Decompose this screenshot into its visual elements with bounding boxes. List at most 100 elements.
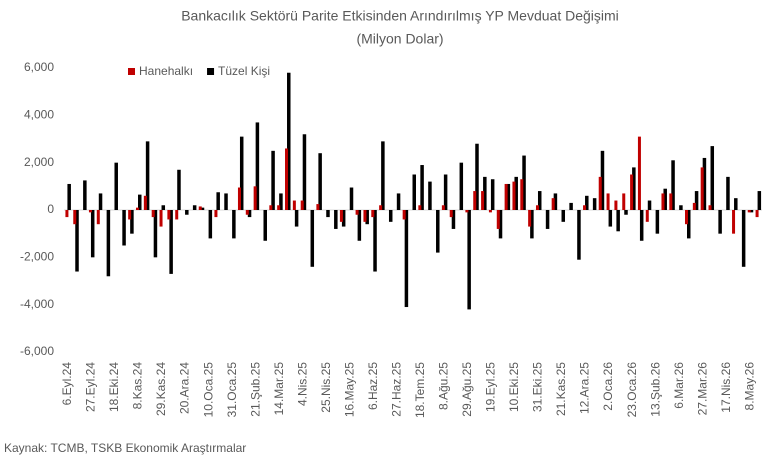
bar bbox=[710, 146, 715, 210]
bar bbox=[145, 141, 150, 210]
bar bbox=[467, 210, 471, 310]
bar bbox=[520, 179, 524, 210]
bar bbox=[253, 186, 257, 210]
bar bbox=[512, 181, 516, 210]
x-tick-label: 18.Eki.24 bbox=[107, 362, 121, 412]
bar bbox=[363, 210, 367, 222]
bar bbox=[537, 191, 542, 210]
bar bbox=[122, 210, 126, 246]
bar bbox=[592, 198, 597, 210]
bar bbox=[96, 210, 100, 225]
x-tick-label: 21.Kas.25 bbox=[554, 362, 568, 416]
x-tick-label: 31.Eki.25 bbox=[531, 362, 545, 412]
bar bbox=[379, 205, 383, 210]
bar bbox=[726, 176, 730, 210]
bar bbox=[647, 200, 652, 210]
x-tick-label: 29.Ağu.25 bbox=[460, 362, 474, 417]
bar bbox=[451, 210, 456, 229]
bar bbox=[473, 191, 477, 210]
y-tick-label: 6,000 bbox=[24, 60, 54, 74]
bar bbox=[488, 210, 492, 213]
bar bbox=[404, 210, 409, 308]
bar bbox=[83, 180, 87, 210]
x-tick-label: 12.Ara.25 bbox=[578, 362, 592, 414]
x-tick-label: 18.Tem.25 bbox=[413, 362, 427, 418]
x-tick-label: 27.Eyl.24 bbox=[84, 362, 98, 412]
bar bbox=[686, 210, 691, 239]
bar bbox=[349, 187, 354, 210]
bar bbox=[734, 198, 738, 210]
x-tick-label: 6.Haz.25 bbox=[366, 362, 380, 410]
x-tick-label: 4.Nis.25 bbox=[295, 362, 309, 406]
bar bbox=[365, 210, 369, 225]
bar bbox=[214, 210, 218, 218]
bar bbox=[490, 179, 495, 210]
bar bbox=[702, 157, 707, 210]
bar bbox=[67, 183, 71, 210]
legend-swatch bbox=[207, 68, 215, 75]
x-tick-label: 8.Kas.24 bbox=[131, 362, 145, 410]
bar bbox=[420, 165, 424, 210]
bar bbox=[692, 202, 696, 210]
y-tick-label: 0 bbox=[47, 202, 54, 216]
bar bbox=[371, 210, 375, 218]
bar bbox=[326, 210, 330, 218]
bar bbox=[237, 187, 241, 210]
legend-label: Hanehalkı bbox=[139, 64, 193, 78]
x-tick-label: 25.Nis.25 bbox=[319, 362, 333, 413]
y-tick-label: 4,000 bbox=[24, 108, 54, 122]
bar bbox=[88, 210, 92, 213]
bar bbox=[561, 210, 566, 222]
bar bbox=[514, 176, 518, 210]
bar bbox=[263, 210, 267, 241]
bar bbox=[285, 148, 289, 210]
x-tick-label: 19.Eyl.25 bbox=[484, 362, 498, 412]
bar bbox=[481, 191, 485, 210]
x-tick-label: 23.Oca.26 bbox=[625, 362, 639, 418]
bar bbox=[151, 210, 155, 218]
bar bbox=[294, 210, 299, 227]
bar bbox=[130, 210, 134, 234]
chart-subtitle: (Milyon Dolar) bbox=[356, 31, 443, 47]
x-tick-label: 10.Oca.25 bbox=[201, 362, 215, 418]
bar bbox=[645, 210, 649, 222]
bar bbox=[475, 143, 479, 210]
x-tick-label: 27.Mar.26 bbox=[695, 362, 709, 416]
bar bbox=[232, 210, 236, 239]
y-tick-label: 2,000 bbox=[24, 155, 54, 169]
y-tick-label: -6,000 bbox=[20, 344, 54, 358]
bar bbox=[287, 72, 291, 210]
bar bbox=[684, 210, 688, 225]
bar bbox=[302, 134, 307, 210]
bar bbox=[747, 210, 751, 213]
bar bbox=[138, 194, 142, 210]
bar bbox=[428, 181, 432, 210]
bar bbox=[600, 150, 605, 210]
x-tick-label: 10.Eki.25 bbox=[507, 362, 521, 412]
bar bbox=[624, 210, 628, 215]
bar bbox=[530, 210, 534, 239]
bar bbox=[528, 210, 532, 227]
bar bbox=[143, 195, 147, 210]
x-tick-label: 31.Oca.25 bbox=[225, 362, 239, 418]
bar bbox=[161, 205, 166, 210]
bar bbox=[239, 136, 244, 210]
bar bbox=[98, 193, 103, 210]
bar bbox=[694, 191, 699, 210]
bar bbox=[169, 210, 173, 274]
bar bbox=[449, 210, 453, 218]
x-tick-label: 27.Haz.25 bbox=[389, 362, 403, 417]
bar bbox=[655, 210, 660, 234]
bar bbox=[175, 210, 179, 220]
bar bbox=[583, 205, 587, 210]
bar bbox=[216, 192, 220, 210]
bar bbox=[669, 193, 673, 210]
bar bbox=[159, 210, 163, 227]
bar bbox=[498, 210, 503, 239]
bar bbox=[167, 210, 171, 220]
bar bbox=[136, 207, 140, 210]
bar bbox=[663, 188, 667, 210]
x-tick-label: 8.May.26 bbox=[742, 362, 756, 411]
bar bbox=[741, 210, 746, 267]
